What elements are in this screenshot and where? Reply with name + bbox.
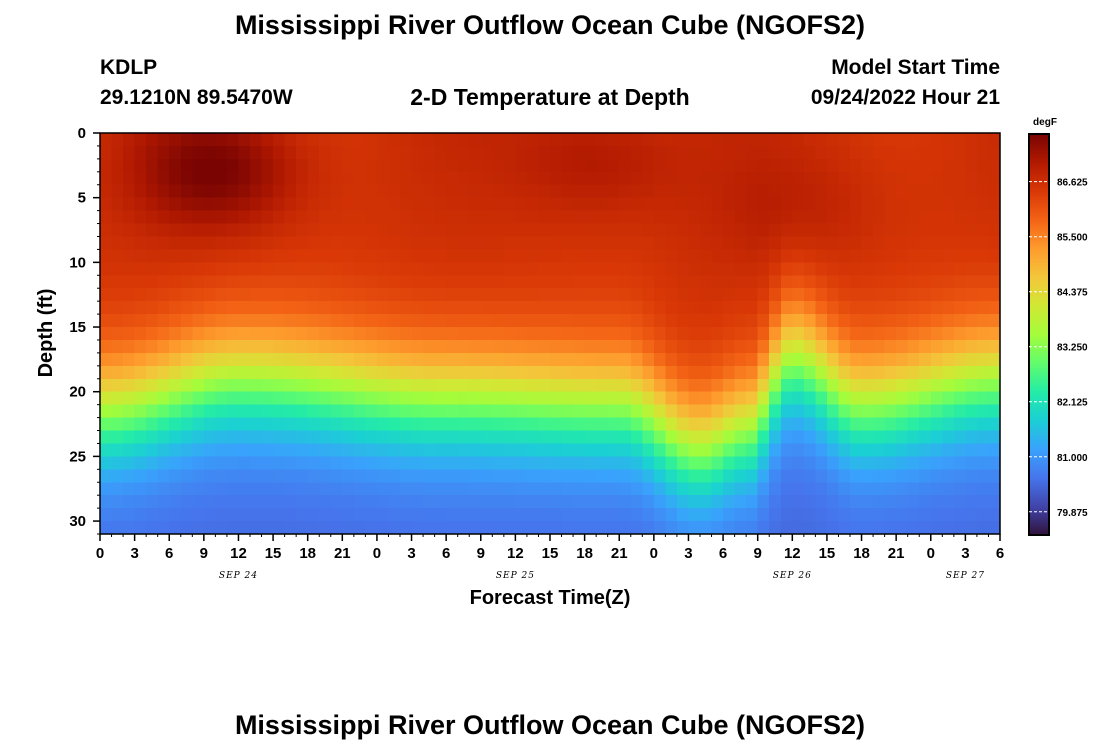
x-tick-label: 6 bbox=[442, 545, 450, 562]
x-tick-label: 18 bbox=[853, 545, 870, 562]
x-tick-label: 9 bbox=[754, 545, 762, 562]
chart-title: Mississippi River Outflow Ocean Cube (NG… bbox=[234, 10, 866, 40]
station-coords: 29.1210N 89.5470W bbox=[100, 86, 293, 109]
colorbar-frame bbox=[1028, 133, 1050, 536]
x-tick-label: 3 bbox=[407, 545, 415, 562]
x-tick-label: 15 bbox=[265, 545, 282, 562]
heatmap-image bbox=[100, 133, 1000, 534]
date-labels: SEP 24 SEP 25 SEP 26 SEP 27 bbox=[219, 571, 985, 581]
x-tick-label: 0 bbox=[96, 545, 104, 562]
x-tick-label: 9 bbox=[200, 545, 208, 562]
x-tick-label: 12 bbox=[507, 545, 524, 562]
plot-title: 2-D Temperature at Depth bbox=[410, 84, 690, 110]
date-label: SEP 25 bbox=[496, 571, 535, 581]
colorbar-tick-label: 86.625 bbox=[1057, 178, 1088, 189]
x-tick-label: 21 bbox=[888, 545, 905, 562]
date-label: SEP 27 bbox=[946, 571, 985, 581]
y-tick-label: 20 bbox=[69, 384, 86, 401]
date-label: SEP 26 bbox=[773, 571, 812, 581]
x-tick-label: 0 bbox=[373, 545, 381, 562]
x-tick-label: 3 bbox=[684, 545, 692, 562]
model-start-label: Model Start Time bbox=[831, 56, 1000, 79]
colorbar: degF 86.625 85.500 84.375 83.250 82.125 81.00… bbox=[1028, 117, 1088, 536]
y-axis-label: Depth (ft) bbox=[35, 289, 57, 378]
y-tick-label: 15 bbox=[69, 319, 86, 336]
colorbar-fill bbox=[1029, 134, 1049, 535]
x-tick-label: 21 bbox=[334, 545, 351, 562]
y-tick-label: 5 bbox=[78, 190, 86, 207]
colorbar-tick-label: 81.000 bbox=[1057, 453, 1088, 464]
x-tick-label: 18 bbox=[299, 545, 316, 562]
colorbar-tick-label: 84.375 bbox=[1057, 288, 1088, 299]
x-tick-label: 15 bbox=[819, 545, 836, 562]
x-tick-label: 0 bbox=[650, 545, 658, 562]
x-tick-label: 3 bbox=[961, 545, 969, 562]
colorbar-tick-label: 83.250 bbox=[1057, 343, 1088, 354]
x-tick-label: 6 bbox=[719, 545, 727, 562]
y-axis: 0 5 10 15 20 25 30 bbox=[69, 125, 100, 535]
x-axis-label: Forecast Time(Z) bbox=[470, 587, 631, 609]
x-tick-label: 6 bbox=[165, 545, 173, 562]
y-tick-label: 30 bbox=[69, 513, 86, 530]
y-tick-label: 10 bbox=[69, 254, 86, 271]
x-tick-label: 18 bbox=[576, 545, 593, 562]
x-tick-label: 0 bbox=[927, 545, 935, 562]
x-tick-label: 21 bbox=[611, 545, 628, 562]
colorbar-unit: degF bbox=[1033, 117, 1057, 128]
colorbar-tick-label: 79.875 bbox=[1057, 508, 1088, 519]
x-tick-label: 3 bbox=[130, 545, 138, 562]
model-start-value: 09/24/2022 Hour 21 bbox=[810, 86, 1000, 109]
x-tick-label: 12 bbox=[230, 545, 247, 562]
station-id: KDLP bbox=[100, 56, 158, 79]
y-tick-label: 25 bbox=[69, 448, 86, 465]
colorbar-tick-label: 82.125 bbox=[1057, 398, 1088, 409]
x-axis: 0 3 6 9 12 15 18 21 0 3 6 9 12 15 18 21 0 3 6 9 12 15 18 21 0 3 6 bbox=[96, 534, 1004, 562]
x-tick-label: 6 bbox=[996, 545, 1004, 562]
x-tick-label: 9 bbox=[477, 545, 485, 562]
colorbar-tick-label: 85.500 bbox=[1057, 233, 1088, 244]
date-label: SEP 24 bbox=[219, 571, 258, 581]
x-tick-label: 15 bbox=[542, 545, 559, 562]
y-tick-label: 0 bbox=[78, 125, 86, 142]
x-tick-label: 12 bbox=[784, 545, 801, 562]
footer-title: Mississippi River Outflow Ocean Cube (NG… bbox=[234, 710, 866, 740]
